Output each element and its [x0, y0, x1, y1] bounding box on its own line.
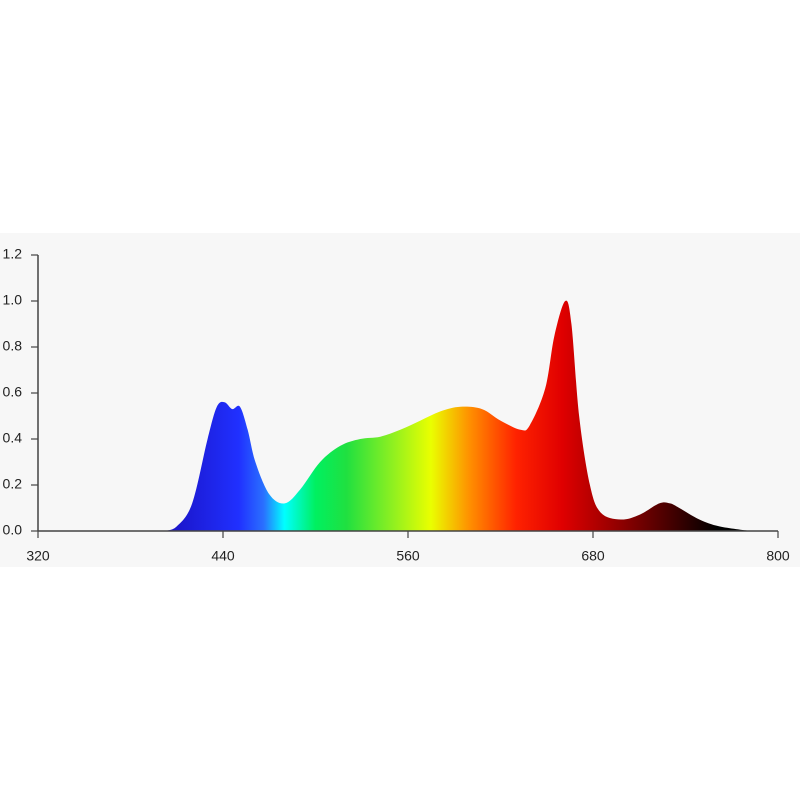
y-tick-label: 1.2: [3, 246, 23, 262]
x-tick-label: 800: [766, 548, 790, 564]
spectrum-area: [164, 300, 751, 531]
y-tick-label: 0.4: [3, 430, 23, 446]
x-tick-label: 320: [26, 548, 50, 564]
x-tick-label: 560: [396, 548, 420, 564]
x-tick-label: 440: [211, 548, 235, 564]
y-tick-label: 0.6: [3, 384, 23, 400]
x-tick-label: 680: [581, 548, 605, 564]
y-tick-label: 0.2: [3, 476, 23, 492]
y-tick-label: 1.0: [3, 292, 23, 308]
y-tick-label: 0.8: [3, 338, 23, 354]
y-tick-label: 0.0: [3, 522, 23, 538]
